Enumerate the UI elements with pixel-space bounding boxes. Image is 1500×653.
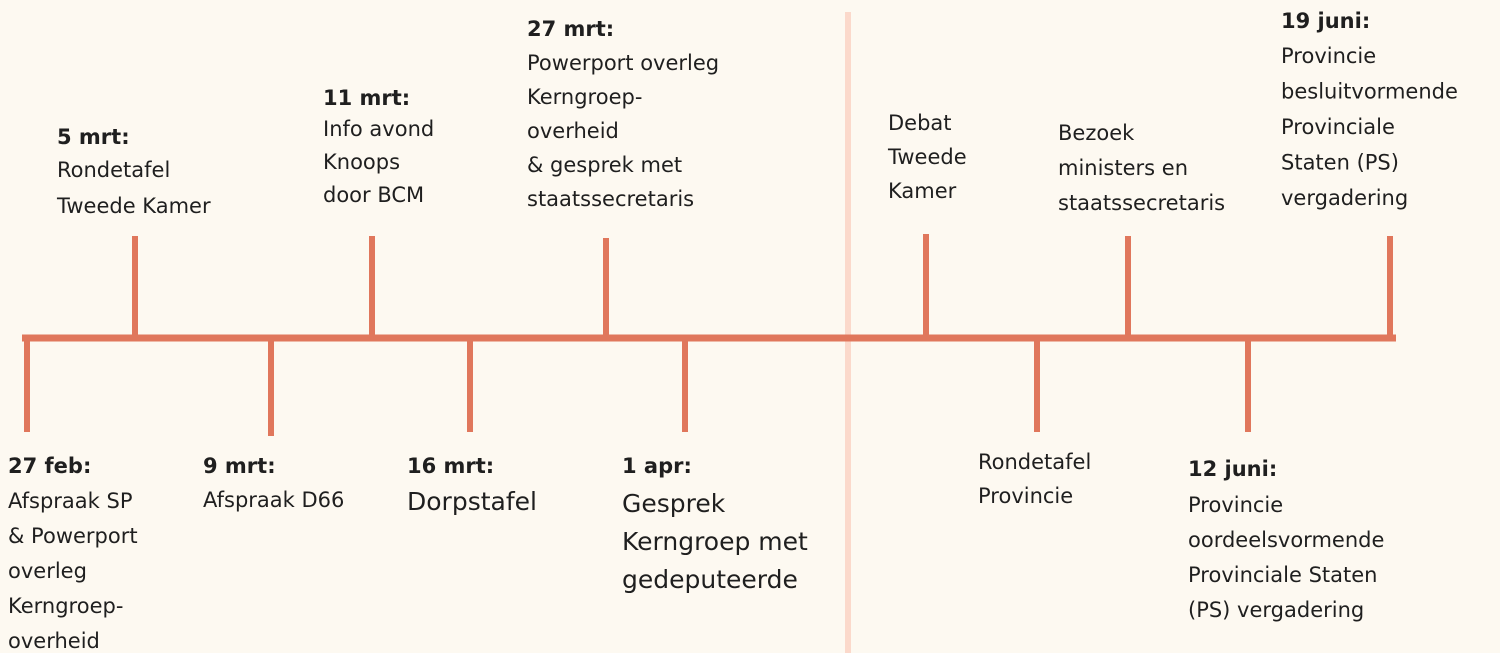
- event-text: Afspraak SP: [8, 489, 132, 513]
- event-text: Provincie: [978, 484, 1073, 508]
- event-text: oordeelsvormende: [1188, 528, 1384, 552]
- event-date: 9 mrt:: [203, 454, 276, 478]
- event-text: Provinciale Staten: [1188, 563, 1377, 587]
- event-text: Staten (PS): [1281, 151, 1399, 175]
- event-text: Debat: [888, 111, 952, 135]
- event-text: Kerngroep met: [622, 527, 808, 556]
- event-text: Knoops: [323, 150, 400, 174]
- event-text: Gesprek: [622, 489, 726, 518]
- event-text: vergadering: [1281, 186, 1408, 210]
- event-text: (PS) vergadering: [1188, 598, 1364, 622]
- event-text: Info avond: [323, 117, 434, 141]
- event-text: Powerport overleg: [527, 51, 719, 75]
- event-text: Kamer: [888, 179, 957, 203]
- event-text: besluitvormende: [1281, 80, 1458, 104]
- event-text: overheid: [527, 119, 619, 143]
- event-text: & gesprek met: [527, 153, 682, 177]
- event-text: Rondetafel: [57, 158, 170, 182]
- event-text: Rondetafel: [978, 450, 1091, 474]
- event-date: 1 apr:: [622, 454, 692, 478]
- event-text: staatssecretaris: [527, 187, 694, 211]
- event-text: Dorpstafel: [407, 487, 537, 516]
- event-text: Provincie: [1281, 44, 1376, 68]
- event-date: 16 mrt:: [407, 454, 494, 478]
- event-text: Tweede Kamer: [56, 194, 211, 218]
- event-date: 27 feb:: [8, 454, 91, 478]
- event-text: Afspraak D66: [203, 488, 344, 512]
- event-text: Bezoek: [1058, 121, 1135, 145]
- event-text: Kerngroep-: [8, 594, 123, 618]
- event-text: door BCM: [323, 183, 424, 207]
- event-date: 19 juni:: [1281, 9, 1370, 33]
- event-text: Tweede: [887, 145, 967, 169]
- event-date: 5 mrt:: [57, 125, 130, 149]
- event-date: 12 juni:: [1188, 457, 1277, 481]
- event-text: Kerngroep-: [527, 85, 642, 109]
- events: 27 feb: Afspraak SP & Powerport overleg Kern…: [8, 9, 1458, 653]
- event-text: Provinciale: [1281, 115, 1395, 139]
- event-text: overheid: [8, 629, 100, 653]
- event-text: overleg: [8, 559, 87, 583]
- event-text: staatssecretaris: [1058, 191, 1225, 215]
- event-text: Provincie: [1188, 493, 1283, 517]
- event-text: & Powerport: [8, 524, 138, 548]
- event-date: 27 mrt:: [527, 17, 614, 41]
- event-text: ministers en: [1058, 156, 1188, 180]
- event-text: gedeputeerde: [622, 565, 798, 594]
- event-date: 11 mrt:: [323, 86, 410, 110]
